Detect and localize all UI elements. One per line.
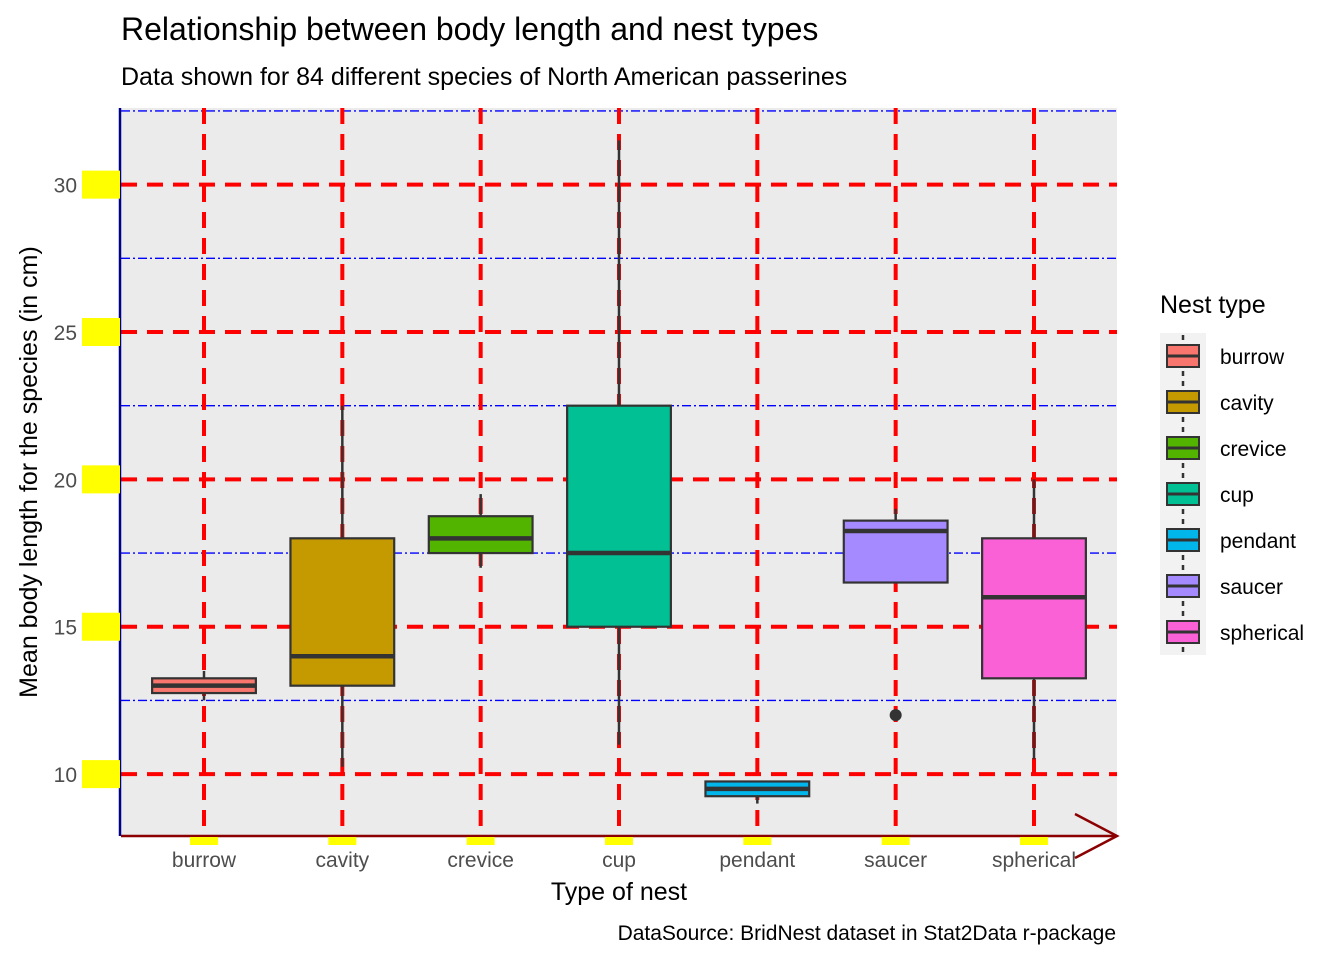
x-tick-mark (605, 837, 633, 845)
legend-label: pendant (1220, 530, 1296, 553)
x-axis-label: Type of nest (551, 878, 687, 906)
legend-label: saucer (1220, 576, 1283, 599)
legend-label: spherical (1220, 622, 1304, 645)
legend-label: cavity (1220, 392, 1274, 415)
x-tick-label: pendant (719, 849, 795, 872)
chart-title: Relationship between body length and nes… (121, 11, 818, 47)
plot-panel: 10 15 20 25 30 burrow cavity crevice cup pendant s… (54, 108, 1120, 872)
x-tick-mark (1020, 837, 1048, 845)
outlier-point (889, 709, 902, 722)
y-tick-mark (82, 465, 120, 494)
y-tick-label: 30 (54, 175, 77, 198)
chart-subtitle: Data shown for 84 different species of N… (121, 63, 847, 91)
y-tick-label: 10 (54, 764, 77, 787)
legend-title: Nest type (1160, 291, 1266, 319)
box-spherical (981, 537, 1087, 680)
legend: Nest type burrow cavity crevice cup pendant s… (1160, 291, 1304, 655)
legend-label: crevice (1220, 438, 1287, 461)
y-tick-label: 20 (54, 469, 77, 492)
y-tick-mark (82, 612, 120, 641)
y-tick-mark (82, 170, 120, 199)
legend-label: burrow (1220, 346, 1285, 369)
x-tick-mark (881, 837, 910, 845)
legend-items: burrow cavity crevice cup pendant saucer spher… (1166, 335, 1304, 653)
x-tick-mark (328, 837, 357, 845)
x-tick-label: cavity (315, 849, 369, 872)
x-tick-mark (743, 837, 772, 845)
x-tick-label: spherical (992, 849, 1076, 872)
x-tick-label: cup (602, 849, 636, 872)
y-tick-label: 25 (54, 322, 77, 345)
y-axis-label: Mean body length for the species (in cm) (15, 246, 43, 698)
y-tick-label: 15 (54, 617, 77, 640)
x-tick-mark (466, 837, 495, 845)
x-tick-mark (190, 837, 218, 845)
x-tick-label: burrow (172, 849, 237, 872)
legend-label: cup (1220, 484, 1254, 507)
x-tick-label: saucer (864, 849, 927, 872)
box-cavity (289, 537, 396, 687)
x-axis-arrow (1074, 812, 1120, 860)
y-tick-mark (82, 760, 120, 789)
chart-caption: DataSource: BridNest dataset in Stat2Dat… (618, 922, 1116, 945)
y-tick-mark (82, 318, 120, 346)
box-cup (566, 404, 672, 628)
x-tick-label: crevice (447, 849, 514, 872)
box-crevice (427, 515, 534, 555)
